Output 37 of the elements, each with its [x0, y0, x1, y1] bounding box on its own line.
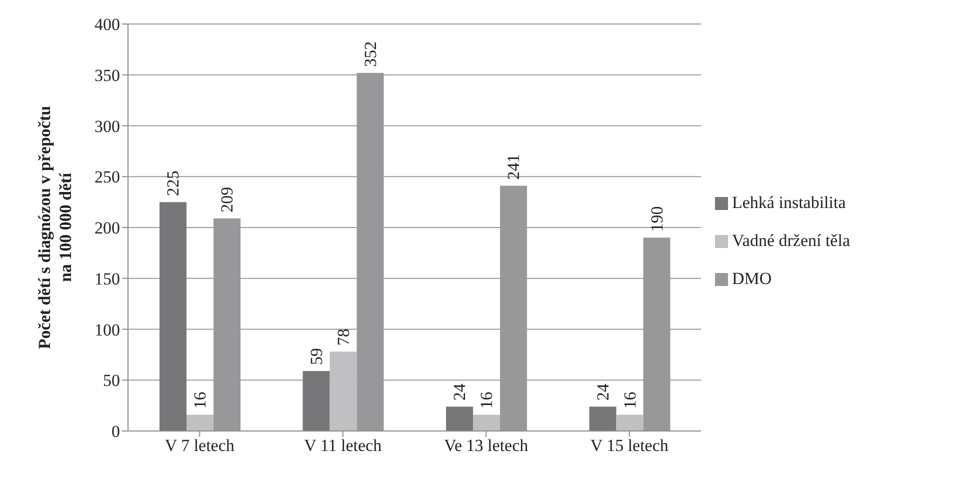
data-label: 24 — [450, 383, 470, 401]
data-label: 241 — [504, 154, 524, 180]
y-tick-label: 100 — [94, 320, 120, 340]
bar — [446, 406, 474, 431]
data-label: 225 — [164, 170, 183, 196]
y-tick-label: 250 — [94, 168, 120, 187]
y-tick-label: 200 — [94, 218, 120, 238]
x-tick-label: V 15 letech — [590, 436, 669, 456]
data-label: 190 — [647, 206, 666, 232]
bar — [589, 406, 616, 431]
data-label: 16 — [620, 392, 640, 409]
data-label: 59 — [306, 348, 326, 365]
bar — [302, 370, 330, 431]
y-tick-label: 400 — [94, 15, 120, 34]
bar — [473, 414, 500, 431]
legend-label: Lehká instabilita — [732, 192, 846, 212]
bar — [186, 414, 214, 431]
x-tick-label: V 11 letech — [304, 436, 382, 456]
x-tick-label: V 7 letech — [164, 436, 235, 456]
data-label: 16 — [190, 392, 210, 409]
y-tick-label: 0 — [112, 422, 120, 442]
data-label: 16 — [477, 392, 496, 409]
bar — [160, 202, 187, 431]
y-axis-title: Počet dětí s diagnózou v přepočtu na 100 000 dětí — [35, 106, 75, 350]
data-label: 352 — [360, 41, 380, 67]
x-tick-label: Ve 13 letech — [444, 436, 529, 456]
y-tick-label: 50 — [103, 371, 120, 390]
data-label: 78 — [334, 328, 353, 346]
y-tick-label: 150 — [94, 269, 120, 288]
legend-label: Vadné držení těla — [732, 230, 850, 250]
data-label: 209 — [218, 186, 237, 212]
legend-label: DMO — [732, 268, 772, 288]
y-tick-label: 350 — [94, 66, 120, 85]
bar — [616, 414, 644, 431]
data-label: 24 — [593, 383, 612, 401]
bar — [330, 352, 357, 431]
y-tick-label: 300 — [94, 116, 120, 136]
